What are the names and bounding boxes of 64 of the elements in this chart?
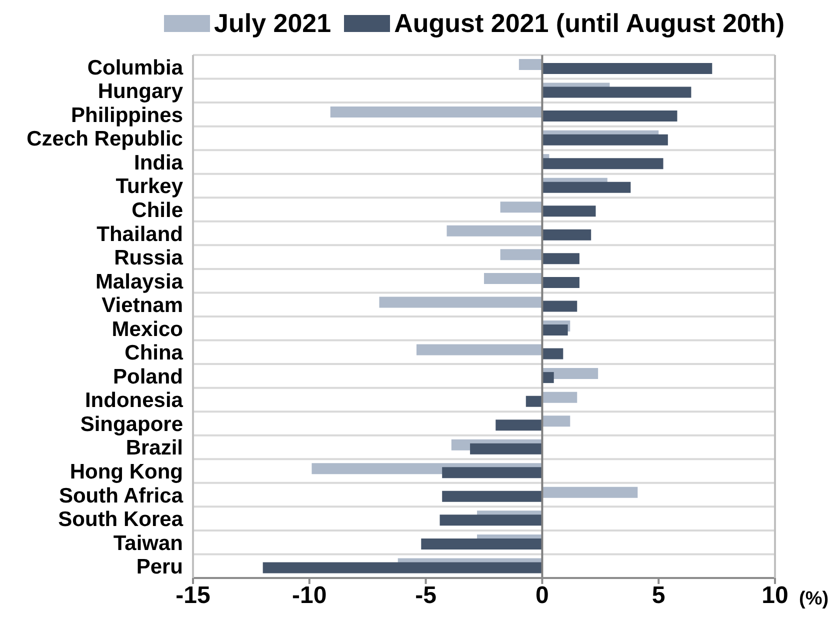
bar [442, 490, 542, 502]
y-tick-label: Singapore [80, 412, 183, 436]
x-tick-label: 5 [652, 582, 666, 610]
y-tick-label: Chile [132, 198, 183, 222]
bar [500, 202, 542, 213]
bar [542, 416, 570, 427]
bar [440, 514, 542, 526]
bar [484, 272, 542, 284]
bar [542, 63, 712, 74]
bar [470, 443, 542, 454]
y-tick-label: Brazil [126, 436, 183, 460]
bar [416, 344, 542, 356]
bar [542, 229, 592, 240]
bar [542, 486, 638, 498]
x-tick-label: 0 [536, 582, 549, 610]
legend-label: July 2021 [214, 8, 332, 39]
legend-label: August 2021 (until August 20th) [394, 8, 785, 39]
y-tick-label: Vietnam [102, 294, 183, 318]
bar [330, 106, 542, 118]
y-tick-label: China [124, 342, 184, 365]
bar [262, 562, 542, 574]
y-tick-label: South Korea [58, 508, 184, 532]
bar [542, 300, 578, 312]
bar [542, 158, 664, 170]
bar [518, 59, 542, 70]
bar [542, 206, 596, 217]
bar [446, 225, 542, 236]
bar [500, 249, 542, 260]
bar [542, 182, 631, 193]
y-tick-label: Thailand [96, 222, 183, 246]
y-tick-label: Malaysia [95, 270, 184, 294]
bar [526, 396, 542, 407]
y-tick-label: India [134, 151, 184, 174]
y-tick-label: Poland [112, 365, 183, 388]
y-tick-label: South Africa [58, 484, 184, 508]
y-tick-label: Columbia [87, 56, 184, 80]
bar [542, 253, 580, 264]
y-tick-label: Russia [114, 246, 184, 270]
y-tick-label: Hungary [98, 80, 184, 104]
y-tick-label: Indonesia [84, 389, 184, 412]
bar [379, 296, 542, 308]
bar [542, 276, 580, 288]
y-tick-label: Mexico [112, 318, 183, 341]
bar [542, 348, 564, 360]
x-tick-label: -5 [415, 582, 436, 610]
bar [542, 110, 678, 122]
y-tick-label: Taiwan [113, 532, 183, 555]
y-tick-label: Philippines [70, 104, 183, 127]
bar [542, 86, 692, 98]
bar [442, 467, 542, 478]
bar [542, 392, 578, 403]
x-tick-label: 10 [762, 582, 788, 610]
bar [542, 134, 668, 146]
x-tick-label: -15 [176, 582, 210, 610]
bar [421, 538, 542, 550]
bar [496, 420, 542, 431]
y-tick-label: Czech Republic [26, 128, 184, 151]
y-tick-label: Peru [136, 556, 183, 579]
y-tick-label: Hong Kong [70, 460, 183, 484]
bar [542, 372, 554, 384]
x-axis-title: (%) [799, 588, 829, 610]
x-tick-label: -10 [292, 582, 327, 610]
bar [542, 324, 568, 336]
y-tick-label: Turkey [116, 175, 184, 198]
